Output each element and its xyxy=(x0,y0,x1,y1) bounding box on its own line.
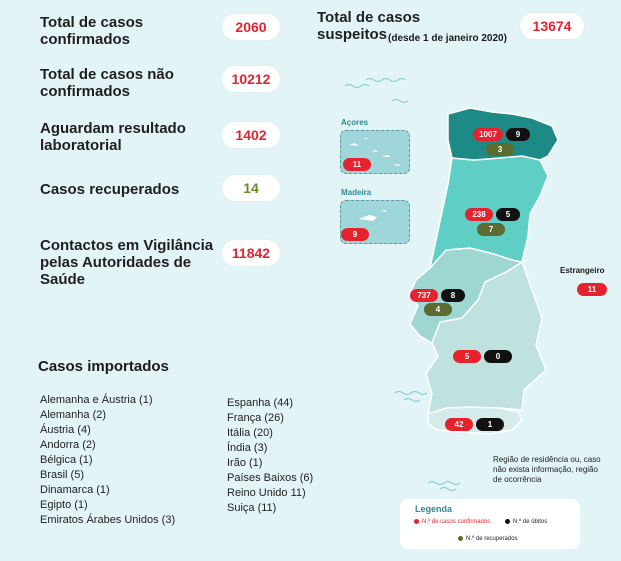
list-item: Índia (3) xyxy=(227,442,268,454)
list-item: Reino Unido 11) xyxy=(227,487,306,499)
list-item: Áustria (4) xyxy=(40,424,91,436)
centro-deaths-badge: 5 xyxy=(496,208,520,221)
list-item: Irão (1) xyxy=(227,457,263,469)
legend-confirmed-label: N.º de casos confirmados xyxy=(422,519,491,526)
olive-dot-icon xyxy=(458,536,463,541)
madeira-label: Madeira xyxy=(341,188,372,197)
madeira-confirmed-badge: 9 xyxy=(341,228,369,241)
list-item: Brasil (5) xyxy=(40,469,85,481)
legend-deaths-label: N.º de óbitos xyxy=(513,519,548,526)
imported-list-col1: Alemanha e Áustria (1) Alemanha (2) Áust… xyxy=(40,393,175,528)
recovered-label: Casos recuperados xyxy=(40,181,180,198)
black-dot-icon xyxy=(505,519,510,524)
surveillance-value: 11842 xyxy=(222,240,280,266)
legend-recovered: N.º de recuperados xyxy=(458,536,518,542)
algarve-deaths-badge: 1 xyxy=(476,418,504,431)
azores-label: Açores xyxy=(341,118,369,127)
list-item: Espanha (44) xyxy=(227,397,294,409)
lisboa-confirmed-badge: 737 xyxy=(410,289,438,302)
confirmed-value: 2060 xyxy=(222,14,280,40)
recovered-value: 14 xyxy=(222,175,280,201)
lisboa-recovered-badge: 4 xyxy=(424,303,452,316)
norte-recovered-badge: 3 xyxy=(486,143,514,156)
norte-deaths-badge: 9 xyxy=(506,128,530,141)
madeira-islands-icon xyxy=(359,210,387,221)
list-item: Países Baixos (6) xyxy=(227,472,314,484)
norte-confirmed-badge: 1007 xyxy=(473,128,503,141)
not-confirmed-value: 10212 xyxy=(222,66,280,92)
list-item: Emiratos Árabes Unidos (3) xyxy=(40,514,176,526)
legend-confirmed: N.º de casos confirmados xyxy=(414,519,490,525)
foreign-label: Estrangeiro xyxy=(560,266,605,275)
foreign-confirmed-badge: 11 xyxy=(577,283,607,296)
region-algarve xyxy=(427,406,523,435)
list-item: Andorra (2) xyxy=(40,439,96,451)
surveillance-label: Contactos em Vigilância pelas Autoridade… xyxy=(40,237,214,288)
legend-title: Legenda xyxy=(415,504,453,514)
imported-title: Casos importados xyxy=(38,358,169,375)
region-norte xyxy=(447,107,559,161)
suspected-sublabel: (desde 1 de janeiro 2020) xyxy=(388,33,507,44)
suspected-label: Total de casos suspeitos xyxy=(317,9,421,43)
centro-confirmed-badge: 238 xyxy=(465,208,493,221)
list-item: Egipto (1) xyxy=(40,499,88,511)
imported-list-col2: Espanha (44) França (26) Itália (20) Índ… xyxy=(227,396,313,516)
awaiting-label: Aguardam resultado laboratorial xyxy=(40,120,186,154)
confirmed-label: Total de casos confirmados xyxy=(40,14,144,48)
list-item: Alemanha e Áustria (1) xyxy=(40,394,153,406)
list-item: França (26) xyxy=(227,412,284,424)
list-item: Alemanha (2) xyxy=(40,409,107,421)
lisboa-deaths-badge: 8 xyxy=(441,289,465,302)
alentejo-confirmed-badge: 5 xyxy=(453,350,481,363)
suspected-value: 13674 xyxy=(520,13,584,39)
list-item: Bélgica (1) xyxy=(40,454,93,466)
azores-confirmed-badge: 11 xyxy=(343,158,371,171)
algarve-confirmed-badge: 42 xyxy=(445,418,473,431)
azores-islands-icon xyxy=(349,138,401,166)
list-item: Dinamarca (1) xyxy=(40,484,110,496)
awaiting-value: 1402 xyxy=(222,122,280,148)
region-note: Região de residência ou, caso não exista… xyxy=(493,455,601,484)
list-item: Suiça (11) xyxy=(227,502,277,514)
centro-recovered-badge: 7 xyxy=(477,223,505,236)
legend-box: Legenda N.º de casos confirmados N.º de … xyxy=(400,499,580,549)
not-confirmed-label: Total de casos não confirmados xyxy=(40,66,174,100)
list-item: Itália (20) xyxy=(227,427,273,439)
legend-recovered-label: N.º de recuperados xyxy=(466,536,518,543)
red-dot-icon xyxy=(414,519,419,524)
legend-deaths: N.º de óbitos xyxy=(505,519,547,525)
alentejo-deaths-badge: 0 xyxy=(484,350,512,363)
